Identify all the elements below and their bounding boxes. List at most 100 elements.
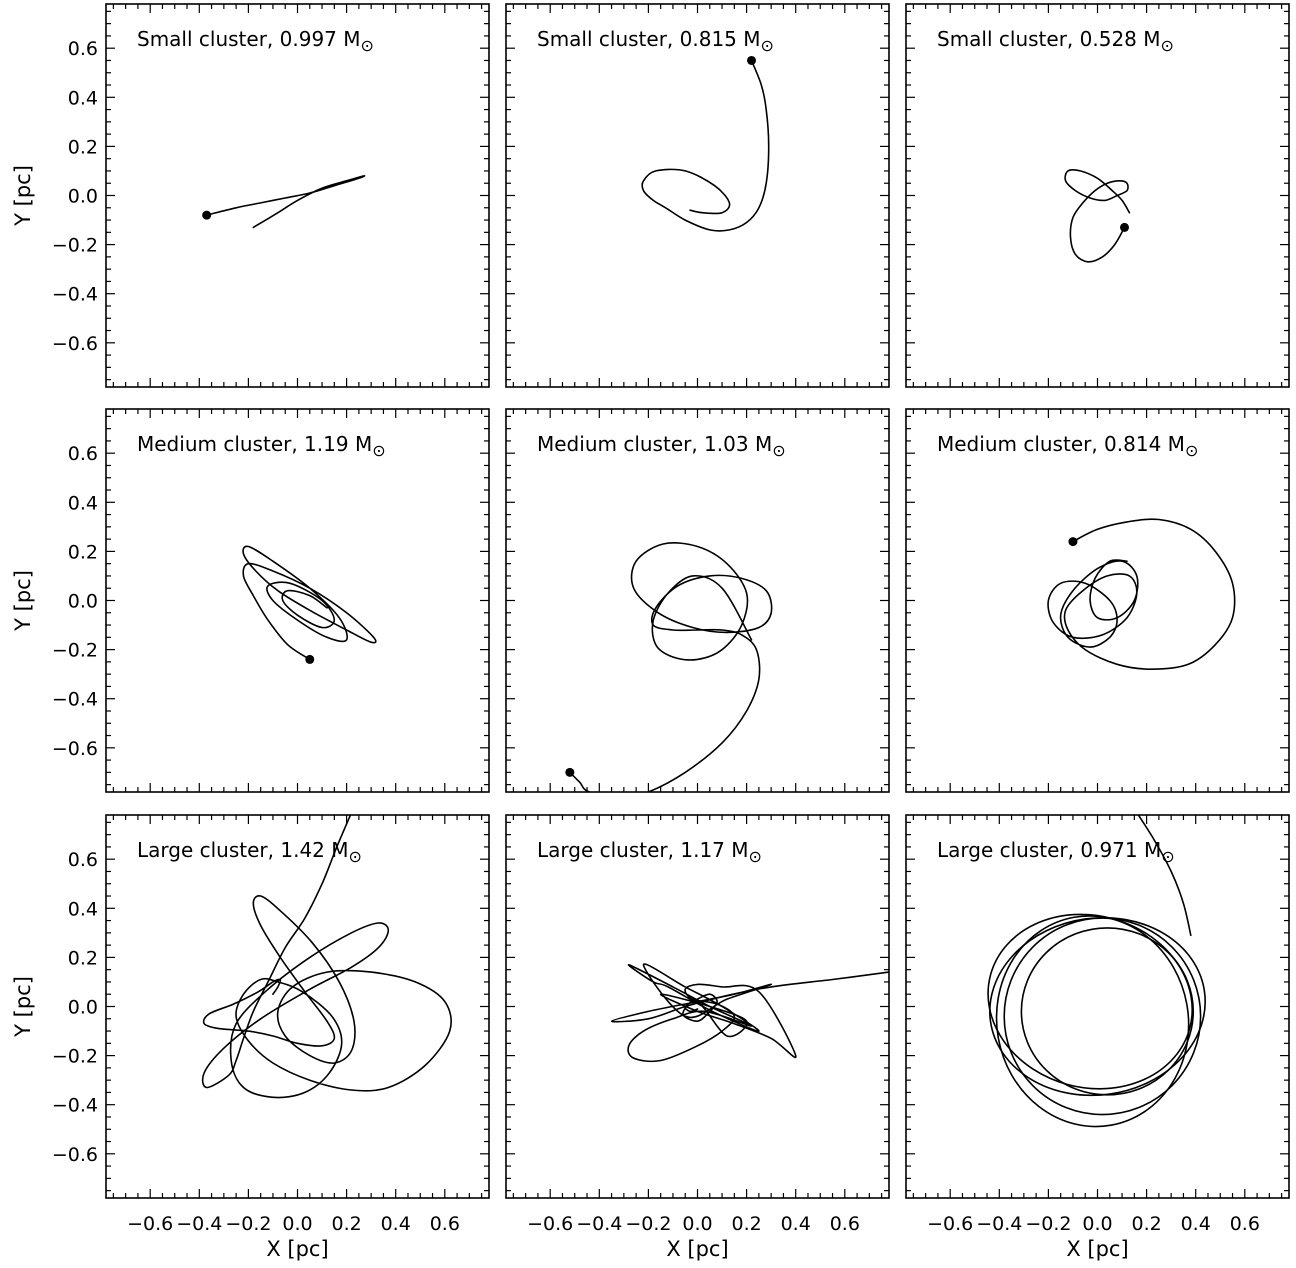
x-tick-label: 0.2 <box>331 1213 361 1235</box>
orbit-track <box>205 175 366 229</box>
x-tick-label: 0.0 <box>1082 1213 1112 1235</box>
y-tick-label: 0.4 <box>68 492 98 514</box>
x-tick-label: 0.4 <box>381 1213 411 1235</box>
plot-frame <box>105 408 490 793</box>
panel-title-text: Medium cluster, 1.19 M <box>137 432 372 456</box>
plot-data <box>569 542 773 792</box>
y-tick-label: −0.2 <box>52 1046 98 1068</box>
panel-title: Medium cluster, 0.814 M⊙ <box>937 432 1198 460</box>
start-point-marker <box>1068 537 1078 547</box>
y-tick-label: −0.2 <box>52 640 98 662</box>
panel-title-text: Large cluster, 1.42 M <box>137 838 349 862</box>
sun-symbol: ⊙ <box>1185 441 1198 460</box>
plot-data <box>242 545 377 661</box>
start-point-marker <box>1120 222 1130 232</box>
start-point-marker <box>202 210 212 220</box>
panel-9: −0.6 −0.4 −0.2 0.0 0.2 0.4 0.6 X [pc] Large clus… <box>905 814 1290 1261</box>
y-tick-label: −0.4 <box>52 1095 98 1117</box>
y-tick-label: 0.2 <box>68 541 98 563</box>
x-tick-label: 0.0 <box>282 1213 312 1235</box>
orbit-track <box>1047 518 1236 670</box>
plot-frame <box>105 814 490 1199</box>
panel-8: −0.6 −0.4 −0.2 0.0 0.2 0.4 0.6 X [pc] Large clus… <box>505 814 890 1261</box>
plot-frame <box>505 3 890 388</box>
x-tick-label: −0.4 <box>176 1213 222 1235</box>
x-tick-label: 0.6 <box>830 1213 860 1235</box>
y-tick-label: 0.6 <box>68 443 98 465</box>
sun-symbol: ⊙ <box>372 441 385 460</box>
plot-data <box>205 175 366 229</box>
y-tick-label: 0.6 <box>68 38 98 60</box>
y-tick-label: 0.2 <box>68 947 98 969</box>
y-axis-label: Y [pc] <box>11 165 35 227</box>
plot-data <box>1047 518 1236 670</box>
sun-symbol: ⊙ <box>1161 847 1174 866</box>
x-tick-label: −0.2 <box>1025 1213 1071 1235</box>
panel-title-text: Small cluster, 0.997 M <box>137 27 361 51</box>
sun-symbol: ⊙ <box>749 847 762 866</box>
x-tick-label: 0.2 <box>1131 1213 1161 1235</box>
orbit-track <box>1064 169 1131 263</box>
x-tick-label: 0.6 <box>1230 1213 1260 1235</box>
sun-symbol: ⊙ <box>361 36 374 55</box>
plot-frame <box>505 408 890 793</box>
y-tick-label: 0.4 <box>68 898 98 920</box>
x-tick-label: −0.2 <box>625 1213 671 1235</box>
orbit-track <box>1137 815 1192 937</box>
orbit-loop <box>995 915 1190 1128</box>
y-tick-label: −0.6 <box>52 333 98 355</box>
panel-7: −0.6−0.4−0.20.00.20.40.6Y [pc]−0.6 −0.4 −0… <box>11 814 490 1261</box>
y-tick-label: 0.0 <box>68 997 98 1019</box>
panel-title-text: Medium cluster, 0.814 M <box>937 432 1185 456</box>
orbit-track <box>641 59 770 232</box>
panel-6: Medium cluster, 0.814 M⊙ <box>905 408 1290 793</box>
panel-title: Small cluster, 0.815 M⊙ <box>537 27 774 55</box>
x-tick-label: 0.4 <box>781 1213 811 1235</box>
plot-frame <box>905 408 1290 793</box>
start-point-marker <box>747 55 757 65</box>
x-tick-label: −0.6 <box>127 1213 173 1235</box>
x-tick-label: −0.6 <box>927 1213 973 1235</box>
orbit-loop <box>1020 927 1195 1096</box>
panel-title: Medium cluster, 1.19 M⊙ <box>137 432 386 460</box>
panel-1: −0.6 −0.4 −0.2 0.0 0.2 0.4 0.6 Y [pc] Small clus… <box>11 3 490 388</box>
plot-data <box>201 815 452 1099</box>
y-tick-label: −0.4 <box>52 689 98 711</box>
y-tick-label: 0.4 <box>68 87 98 109</box>
panel-title: Small cluster, 0.997 M⊙ <box>137 27 374 55</box>
y-tick-label: −0.6 <box>52 738 98 760</box>
y-tick-label: −0.2 <box>52 235 98 257</box>
y-axis-label: Y [pc] <box>11 570 35 632</box>
y-tick-label: −0.4 <box>52 284 98 306</box>
plot-frame <box>905 814 1290 1199</box>
sun-symbol: ⊙ <box>761 36 774 55</box>
plot-data <box>987 815 1206 1128</box>
panel-title: Large cluster, 1.17 M⊙ <box>537 838 762 866</box>
panel-2: Small cluster, 0.815 M⊙ <box>505 3 890 388</box>
orbit-track <box>610 963 889 1063</box>
panel-title-text: Large cluster, 1.17 M <box>537 838 749 862</box>
start-point-marker <box>565 767 575 777</box>
orbit-loop <box>1003 917 1202 1116</box>
x-tick-label: −0.4 <box>576 1213 622 1235</box>
y-axis-label: Y [pc] <box>11 976 35 1038</box>
x-tick-label: 0.4 <box>1181 1213 1211 1235</box>
orbit-track <box>201 815 452 1099</box>
panel-title: Large cluster, 1.42 M⊙ <box>137 838 362 866</box>
x-tick-label: −0.6 <box>527 1213 573 1235</box>
panel-title-text: Small cluster, 0.815 M <box>537 27 761 51</box>
y-tick-label: −0.6 <box>52 1144 98 1166</box>
panel-title: Small cluster, 0.528 M⊙ <box>937 27 1174 55</box>
panel-title-text: Large cluster, 0.971 M <box>937 838 1161 862</box>
x-tick-label: 0.2 <box>731 1213 761 1235</box>
panel-4: −0.6 −0.4 −0.2 0.0 0.2 0.4 0.6 Y [pc] Medium clu… <box>11 408 490 793</box>
plot-frame <box>505 814 890 1199</box>
panel-title-text: Small cluster, 0.528 M <box>937 27 1161 51</box>
plot-data <box>1064 169 1131 263</box>
orbit-track <box>242 545 377 661</box>
plot-data <box>641 59 770 232</box>
panel-3: Small cluster, 0.528 M⊙ <box>905 3 1290 388</box>
panel-5: Medium cluster, 1.03 M⊙ <box>505 408 890 793</box>
plot-frame <box>905 3 1290 388</box>
panel-title: Large cluster, 0.971 M⊙ <box>937 838 1175 866</box>
